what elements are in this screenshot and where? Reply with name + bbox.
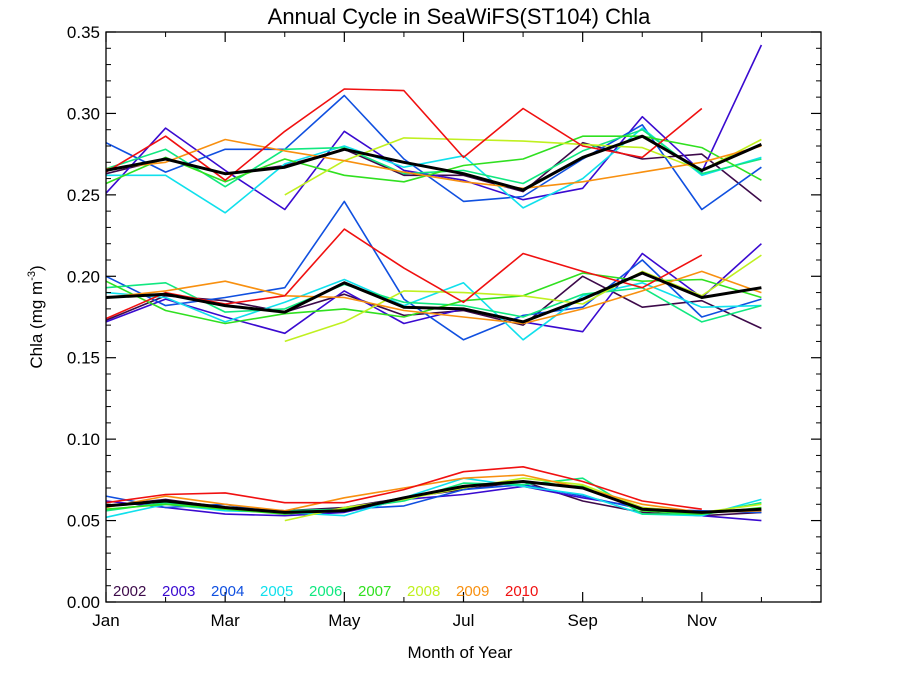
legend-item-2002: 2002 [113, 583, 146, 600]
legend-item-2007: 2007 [358, 583, 391, 600]
y-axis-label: Chla (mg m-3) [26, 265, 46, 368]
series-mean-mid [105, 271, 762, 324]
y-tick-label: 0.35 [67, 23, 100, 42]
y-tick-label: 0.15 [67, 349, 100, 368]
series-2006-high [105, 128, 762, 188]
legend-item-2009: 2009 [456, 583, 489, 600]
y-tick-label: 0.20 [67, 267, 100, 286]
y-axis-label-superscript: -3 [26, 271, 38, 281]
legend-item-2003: 2003 [162, 583, 195, 600]
series-2003-mid [105, 243, 762, 335]
series-2010-mid [105, 228, 703, 320]
x-tick-label: Jan [92, 611, 119, 630]
series-2007-high [105, 135, 762, 185]
x-tick-label: Jul [453, 611, 475, 630]
series-2009-low [105, 474, 762, 514]
y-tick-label: 0.25 [67, 186, 100, 205]
y-tick-label: 0.10 [67, 430, 100, 449]
x-tick-label: Mar [211, 611, 241, 630]
legend-item-2008: 2008 [407, 583, 440, 600]
y-tick-label: 0.05 [67, 512, 100, 531]
series-2010-low [105, 465, 702, 510]
series-2004-high [105, 94, 762, 211]
x-axis-label: Month of Year [408, 643, 513, 662]
x-axis: Jan Mar May Jul Sep Nov [92, 32, 762, 630]
series-2009-high [105, 138, 762, 190]
chart-title: Annual Cycle in SeaWiFS(ST104) Chla [268, 4, 651, 29]
x-tick-label: Sep [568, 611, 598, 630]
legend-item-2006: 2006 [309, 583, 342, 600]
legend-item-2004: 2004 [211, 583, 244, 600]
x-tick-label: May [328, 611, 361, 630]
series-2004-mid [105, 200, 762, 341]
series-mean-low [105, 480, 762, 514]
legend-item-2005: 2005 [260, 583, 293, 600]
series-2008-mid [284, 254, 762, 343]
y-axis: 0.00 0.05 0.10 0.15 0.20 0.25 0.30 0.35 [67, 23, 821, 612]
y-axis-label-close: ) [27, 265, 46, 271]
x-tick-label: Nov [687, 611, 718, 630]
y-tick-label: 0.00 [67, 593, 100, 612]
series-2008-high [284, 137, 762, 196]
plot-lines [105, 44, 763, 522]
y-tick-label: 0.30 [67, 104, 100, 123]
series-2009-mid [105, 270, 762, 325]
series-2003-high [105, 44, 763, 211]
legend-item-2010: 2010 [505, 583, 538, 600]
legend: 2002 2003 2004 2005 2006 2007 2008 2009 2010 [113, 583, 538, 600]
series-mean-high [105, 134, 762, 192]
y-axis-label-text: Chla (mg m [27, 281, 46, 369]
series-2006-mid [105, 281, 762, 323]
series-2005-high [106, 127, 762, 214]
